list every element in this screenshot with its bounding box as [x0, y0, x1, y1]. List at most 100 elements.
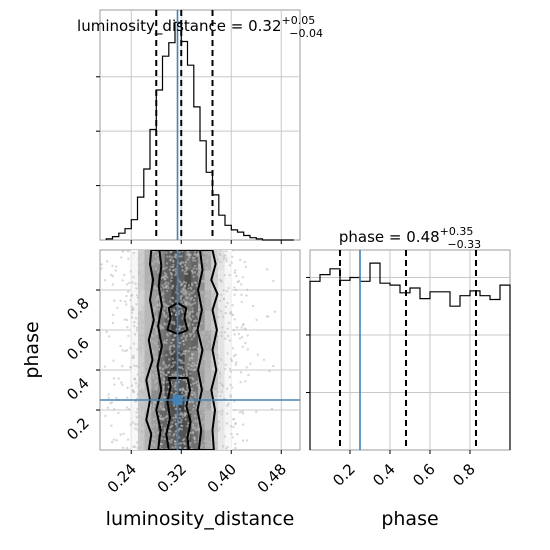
scatter-point: [203, 357, 206, 360]
scatter-point: [199, 269, 202, 272]
scatter-point: [100, 267, 103, 270]
scatter-point: [163, 312, 166, 315]
scatter-point: [235, 274, 238, 278]
scatter-point: [129, 270, 133, 273]
scatter-point: [223, 330, 227, 334]
scatter-point: [174, 371, 178, 374]
scatter-point: [202, 330, 206, 334]
scatter-point: [137, 257, 140, 260]
scatter-point: [206, 276, 210, 280]
scatter-point: [191, 269, 194, 273]
scatter-point: [161, 388, 165, 391]
scatter-point: [138, 253, 142, 256]
scatter-point: [130, 294, 133, 298]
scatter-point: [165, 341, 168, 345]
scatter-point: [124, 349, 127, 353]
scatter-point: [172, 263, 175, 267]
density-cell-13-0: [217, 430, 226, 450]
scatter-point: [183, 264, 187, 267]
scatter-point: [152, 376, 155, 379]
density-cell-12-8: [211, 270, 219, 291]
scatter-point: [196, 273, 199, 276]
density-cell-14-1: [224, 410, 232, 431]
density-cell-11-1: [204, 410, 212, 431]
scatter-point: [137, 321, 140, 325]
scatter-point: [206, 427, 210, 430]
scatter-point: [164, 273, 168, 276]
scatter-point: [139, 391, 142, 394]
scatter-point: [229, 395, 233, 398]
scatter-point: [135, 287, 138, 290]
scatter-point: [170, 265, 173, 269]
scatter-point: [125, 406, 129, 409]
scatter-point: [121, 446, 125, 449]
scatter-point: [188, 358, 191, 362]
scatter-point: [227, 402, 230, 406]
scatter-point: [178, 327, 181, 331]
scatter-point: [193, 264, 197, 268]
scatter-point: [245, 294, 248, 297]
scatter-point: [119, 299, 122, 302]
scatter-point: [123, 273, 126, 277]
scatter-point: [180, 428, 184, 431]
scatter-point: [235, 326, 239, 329]
density-cell-6-7: [171, 290, 179, 311]
scatter-point: [179, 341, 182, 345]
density-cell-5-9: [164, 250, 172, 271]
scatter-point: [188, 356, 192, 360]
scatter-point: [174, 443, 177, 446]
scatter-point: [219, 394, 222, 398]
scatter-point: [229, 383, 232, 387]
density-cell-7-0: [177, 430, 186, 450]
scatter-point: [191, 378, 195, 381]
scatter-point: [146, 256, 149, 259]
scatter-point: [200, 445, 203, 449]
scatter-point: [111, 264, 114, 268]
density-cell-4-8: [157, 270, 166, 291]
scatter-point: [192, 267, 195, 270]
scatter-point: [192, 290, 196, 293]
scatter-point: [180, 255, 183, 258]
scatter-point: [225, 250, 228, 253]
scatter-point: [168, 348, 172, 351]
scatter-point: [207, 269, 210, 272]
scatter-point: [205, 251, 208, 255]
scatter-point: [182, 373, 186, 376]
scatter-point: [178, 280, 182, 284]
scatter-point: [256, 353, 260, 356]
scatter-point: [183, 270, 186, 274]
scatter-point: [142, 334, 145, 338]
scatter-point: [187, 366, 190, 370]
scatter-point: [174, 416, 178, 419]
scatter-point: [196, 347, 199, 351]
scatter-point: [141, 430, 144, 433]
right-x-tick-label-2: 0.6: [409, 460, 439, 490]
scatter-point: [219, 373, 222, 376]
scatter-point: [140, 405, 143, 409]
scatter-point: [171, 259, 175, 262]
scatter-point: [198, 386, 201, 390]
scatter-point: [170, 279, 173, 283]
phase-title: phase = 0.48+0.35 −0.33: [339, 225, 481, 251]
scatter-point: [140, 351, 143, 354]
density-cell-9-8: [191, 270, 199, 291]
scatter-point: [225, 412, 229, 415]
phase-histogram: [309, 262, 511, 450]
scatter-point: [219, 381, 222, 385]
scatter-point: [241, 324, 244, 327]
scatter-point: [189, 304, 193, 307]
scatter-point: [119, 433, 122, 436]
density-cell-9-3: [191, 370, 199, 391]
phase-title-minus: −0.33: [447, 238, 481, 251]
scatter-point: [221, 326, 224, 329]
scatter-point: [112, 359, 115, 362]
scatter-point: [125, 318, 129, 322]
scatter-point: [140, 403, 143, 406]
scatter-point: [209, 253, 213, 257]
scatter-point: [143, 401, 146, 404]
scatter-point: [177, 351, 181, 355]
scatter-point: [136, 348, 139, 351]
scatter-point: [182, 378, 185, 382]
scatter-point: [121, 349, 124, 352]
scatter-point: [181, 311, 184, 314]
